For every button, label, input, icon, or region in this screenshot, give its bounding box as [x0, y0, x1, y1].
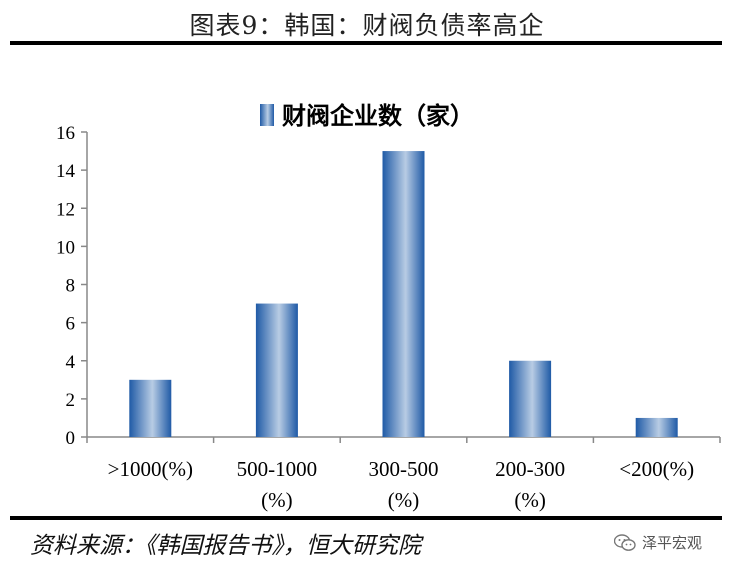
x-tick-label: (%) [261, 488, 292, 512]
x-tick-label: 500-1000 [237, 457, 318, 481]
x-tick-label: >1000(%) [108, 457, 193, 481]
legend-swatch [260, 104, 274, 126]
wechat-icon [614, 533, 636, 551]
bar [129, 379, 172, 437]
bar [509, 360, 552, 437]
y-tick-label: 12 [56, 199, 75, 220]
y-axis: 0 2 4 6 8 10 12 14 16 [56, 123, 88, 449]
x-tick-label: <200(%) [619, 457, 694, 481]
legend-label: 财阀企业数（家） [282, 102, 474, 130]
bottom-rule [10, 516, 722, 520]
top-rule [10, 41, 722, 45]
y-tick-label: 2 [66, 390, 76, 411]
bar [635, 417, 678, 437]
bar [382, 151, 425, 437]
brand-name: 泽平宏观 [642, 534, 703, 552]
y-tick-label: 14 [56, 161, 76, 182]
y-tick-label: 6 [66, 314, 76, 335]
y-tick-label: 10 [56, 237, 75, 258]
y-tick-label: 4 [66, 352, 76, 373]
x-tick-label: 200-300 [495, 457, 565, 481]
x-tick-label: (%) [388, 488, 419, 512]
y-tick-label: 0 [66, 428, 76, 449]
bar [255, 303, 298, 437]
bars [129, 151, 678, 437]
x-tick-label: (%) [514, 488, 545, 512]
y-tick-label: 16 [56, 123, 75, 144]
brand-watermark: 泽平宏观 [614, 532, 702, 553]
x-axis [86, 436, 721, 443]
category-labels: >1000(%) 500-1000 (%) 300-500 (%) 200-300 (%) <… [108, 457, 694, 512]
source-note: 资料来源：《韩国报告书》，恒大研究院 [30, 533, 421, 559]
y-tick-label: 8 [66, 276, 76, 297]
chart-title: 图表9：韩国：财阀负债率高企 [189, 11, 545, 40]
legend: 财阀企业数（家） [260, 102, 474, 130]
x-tick-label: 300-500 [369, 457, 439, 481]
